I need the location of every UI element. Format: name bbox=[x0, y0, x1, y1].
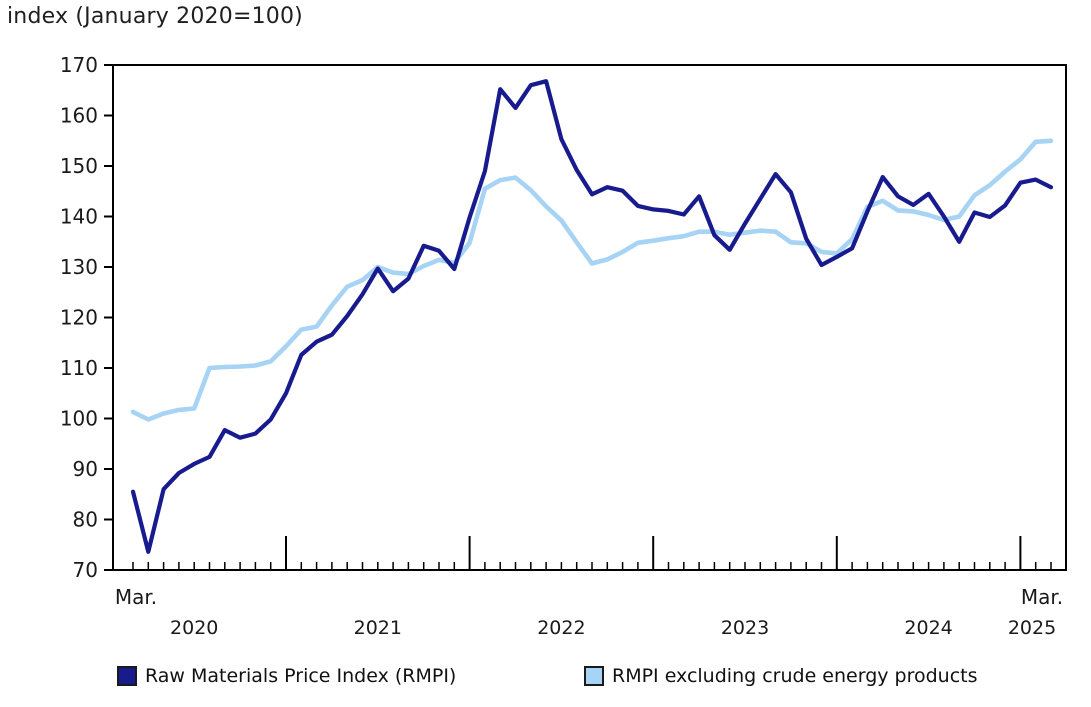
y-axis: 70 80 90 100 110 120 130 140 150 160 170 bbox=[60, 53, 113, 582]
y-axis-label: 100 bbox=[60, 407, 98, 431]
x-axis-year-label: 2021 bbox=[354, 617, 402, 639]
plot-frame bbox=[112, 64, 1067, 571]
y-axis-label: 160 bbox=[60, 104, 98, 128]
y-axis-label: 140 bbox=[60, 205, 98, 229]
legend-label-rmpi: Raw Materials Price Index (RMPI) bbox=[145, 665, 457, 687]
y-axis-label: 120 bbox=[60, 306, 98, 330]
y-axis-label: 80 bbox=[73, 508, 98, 532]
x-axis-year-label: 2023 bbox=[721, 617, 769, 639]
rmpi-swatch-icon bbox=[117, 666, 137, 686]
x-axis-year-label: 2025 bbox=[1008, 617, 1056, 639]
series-line-rmpi bbox=[130, 79, 1054, 554]
chart-title: index (January 2020=100) bbox=[7, 4, 303, 29]
x-axis-year-label: 2020 bbox=[170, 617, 218, 639]
x-first-label: Mar. bbox=[115, 585, 157, 609]
y-axis-label: 90 bbox=[73, 457, 98, 481]
rmpi-ex-energy-swatch-icon bbox=[584, 666, 604, 686]
y-axis-label: 110 bbox=[60, 356, 98, 380]
x-last-label: Mar. bbox=[1021, 585, 1063, 609]
x-axis-year-label: 2022 bbox=[537, 617, 585, 639]
legend-item-rmpi-ex-energy: RMPI excluding crude energy products bbox=[584, 665, 978, 687]
legend-item-rmpi: Raw Materials Price Index (RMPI) bbox=[117, 665, 456, 687]
y-axis-label: 170 bbox=[60, 53, 98, 77]
chart-legend: Raw Materials Price Index (RMPI) RMPI ex… bbox=[0, 663, 1091, 693]
x-axis-year-label: 2024 bbox=[904, 617, 952, 639]
legend-label-rmpi-ex-energy: RMPI excluding crude energy products bbox=[612, 665, 978, 687]
series-line-rmpi-ex-energy bbox=[130, 138, 1054, 422]
y-axis-label: 150 bbox=[60, 154, 98, 178]
y-axis-label: 130 bbox=[60, 255, 98, 279]
y-axis-label: 70 bbox=[73, 558, 98, 582]
x-axis: Mar. Mar. 2020 2021 2022 2023 2024 2025 bbox=[115, 536, 1063, 639]
